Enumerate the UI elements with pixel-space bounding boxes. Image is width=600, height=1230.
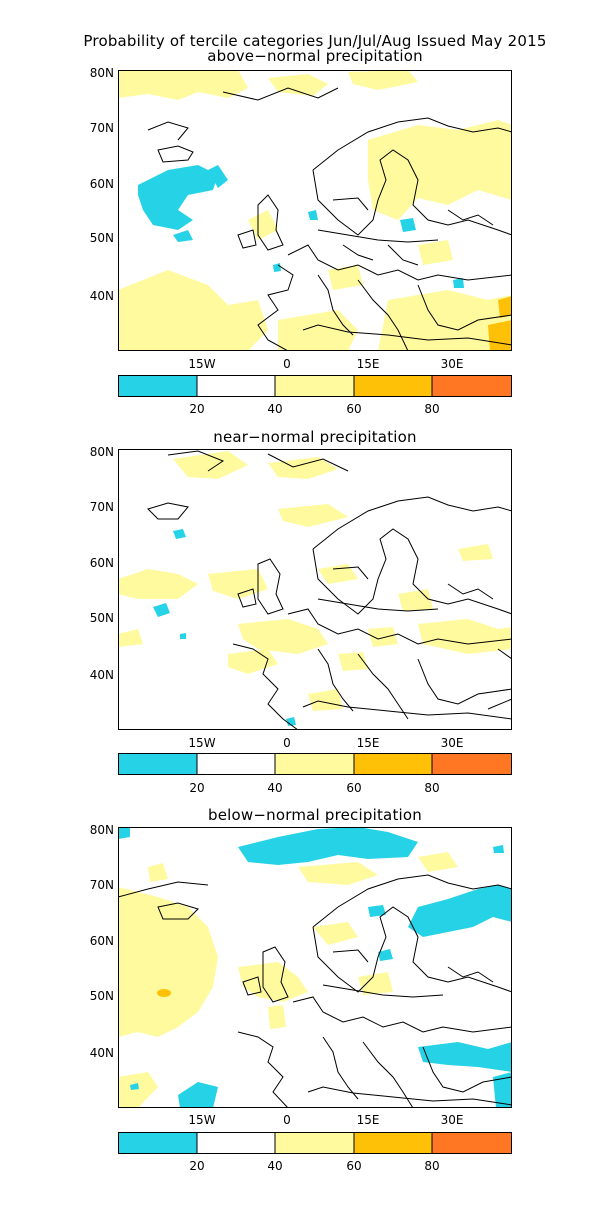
lon-label-15w-p3: 15W: [188, 1113, 216, 1127]
lon-label-15e-p2: 15E: [356, 736, 380, 750]
lat-label-60n-p2: 60N: [89, 556, 114, 570]
prob-40-60-areas: [118, 70, 512, 351]
colorbar-tick-40-p3: 40: [267, 1159, 283, 1173]
colorbar-tick-60-p2: 60: [346, 781, 362, 795]
lat-label-50n: 50N: [89, 231, 114, 245]
lon-label-0-p3: 0: [283, 1113, 291, 1127]
panel-title-above: above−normal precipitation: [207, 47, 423, 65]
coastlines-and-borders: [118, 874, 512, 1108]
colorbar-p2: [118, 753, 512, 775]
colorbar-tick-40: 40: [267, 402, 283, 416]
colorbar-p3: [118, 1132, 512, 1154]
colorbar-tick-80: 80: [424, 402, 440, 416]
lat-label-50n-p3: 50N: [89, 989, 114, 1003]
colorbar: [118, 375, 512, 397]
colorbar-tick-60: 60: [346, 402, 362, 416]
colorbar-tick-20: 20: [189, 402, 205, 416]
lon-label-15e: 15E: [356, 357, 380, 371]
prob-60-80-areas: [488, 296, 512, 351]
lon-label-30e: 30E: [440, 357, 464, 371]
map-near-normal: [118, 449, 512, 730]
prob-40-60-areas: [118, 852, 458, 1108]
lat-label-60n-p3: 60N: [89, 934, 114, 948]
colorbar-tick-20-p2: 20: [189, 781, 205, 795]
lon-label-30e-p2: 30E: [440, 736, 464, 750]
map-below-normal: [118, 827, 512, 1108]
lat-label-40n-p2: 40N: [89, 668, 114, 682]
lat-label-60n: 60N: [89, 177, 114, 191]
prob-0-20-areas: [138, 165, 464, 288]
lon-label-15e-p3: 15E: [356, 1113, 380, 1127]
lat-label-70n-p3: 70N: [89, 878, 114, 892]
colorbar-tick-20-p3: 20: [189, 1159, 205, 1173]
lat-label-70n: 70N: [89, 121, 114, 135]
lat-label-80n: 80N: [89, 66, 114, 80]
lon-label-0: 0: [283, 357, 291, 371]
coastlines-and-borders: [147, 450, 512, 730]
prob-60-80-areas: [157, 989, 171, 997]
colorbar-tick-80-p3: 80: [424, 1159, 440, 1173]
lat-label-50n-p2: 50N: [89, 611, 114, 625]
lat-label-80n-p3: 80N: [89, 823, 114, 837]
colorbar-tick-80-p2: 80: [424, 781, 440, 795]
lat-label-40n: 40N: [89, 289, 114, 303]
coastlines-and-borders: [147, 87, 512, 351]
lat-label-40n-p3: 40N: [89, 1046, 114, 1060]
lon-label-15w: 15W: [188, 357, 216, 371]
lat-label-80n-p2: 80N: [89, 445, 114, 459]
colorbar-tick-60-p3: 60: [346, 1159, 362, 1173]
panel-title-near: near−normal precipitation: [213, 428, 417, 446]
map-above-normal: [118, 70, 512, 351]
lon-label-0-p2: 0: [283, 736, 291, 750]
lat-label-70n-p2: 70N: [89, 500, 114, 514]
panel-title-below: below−normal precipitation: [208, 806, 422, 824]
lon-label-30e-p3: 30E: [440, 1113, 464, 1127]
prob-40-60-areas: [118, 451, 512, 711]
prob-0-20-areas: [153, 529, 296, 726]
prob-0-20-areas: [118, 827, 512, 1108]
lon-label-15w-p2: 15W: [188, 736, 216, 750]
colorbar-tick-40-p2: 40: [267, 781, 283, 795]
figure-title: Probability of tercile categories Jun/Ju…: [83, 32, 547, 50]
